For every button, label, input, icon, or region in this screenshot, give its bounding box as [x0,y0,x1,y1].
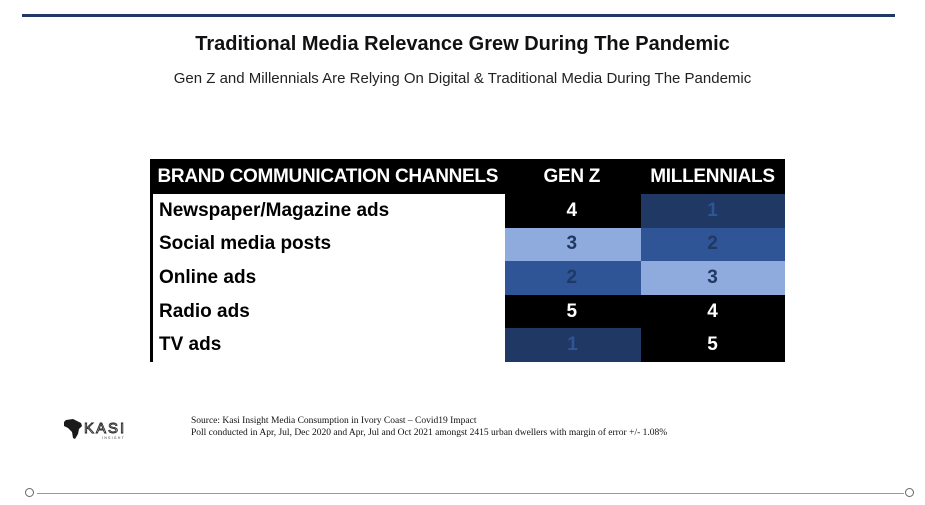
genz-rank: 5 [504,294,641,329]
kasi-logo-text: KASI [84,420,126,437]
header-millennials: MILLENNIALS [640,159,785,194]
genz-rank: 1 [504,328,641,362]
channel-name: Newspaper/Magazine ads [150,194,505,228]
table-row: Newspaper/Magazine ads 4 1 [150,194,785,228]
kasi-logo: KASI INSIGHT [64,419,126,440]
top-rule [22,14,895,17]
bottom-divider [37,493,904,494]
page-title: Traditional Media Relevance Grew During … [195,33,730,55]
genz-rank: 3 [504,227,641,262]
kasi-logo-tagline: INSIGHT [102,436,125,440]
poll-details-line: Poll conducted in Apr, Jul, Dec 2020 and… [191,428,668,438]
genz-rank: 4 [504,194,641,228]
millennials-rank: 2 [640,227,785,262]
channel-name: Social media posts [150,227,505,262]
table-header-row: BRAND COMMUNICATION CHANNELS GEN Z MILLE… [151,159,785,194]
header-genz: GEN Z [504,159,641,194]
table-row: TV ads 1 5 [150,328,785,362]
millennials-rank: 5 [640,328,785,362]
africa-map-icon [64,419,82,439]
channel-name: TV ads [150,328,505,362]
divider-left-knob [25,488,34,497]
genz-rank: 2 [504,261,641,295]
channel-name: Radio ads [150,294,505,329]
header-channels: BRAND COMMUNICATION CHANNELS [151,159,505,194]
page-subtitle: Gen Z and Millennials Are Relying On Dig… [173,70,752,87]
millennials-rank: 1 [640,194,785,228]
millennials-rank: 3 [640,261,785,295]
table-row: Radio ads 5 4 [150,294,785,329]
channel-name: Online ads [150,261,505,295]
table-row: Social media posts 3 2 [150,227,785,262]
millennials-rank: 4 [640,294,785,329]
source-line: Source: Kasi Insight Media Consumption i… [191,416,477,426]
channel-ranking-table: BRAND COMMUNICATION CHANNELS GEN Z MILLE… [150,159,785,362]
source-note: Source: Kasi Insight Media Consumption i… [191,415,667,439]
table-row: Online ads 2 3 [150,261,785,295]
divider-right-knob [905,488,914,497]
